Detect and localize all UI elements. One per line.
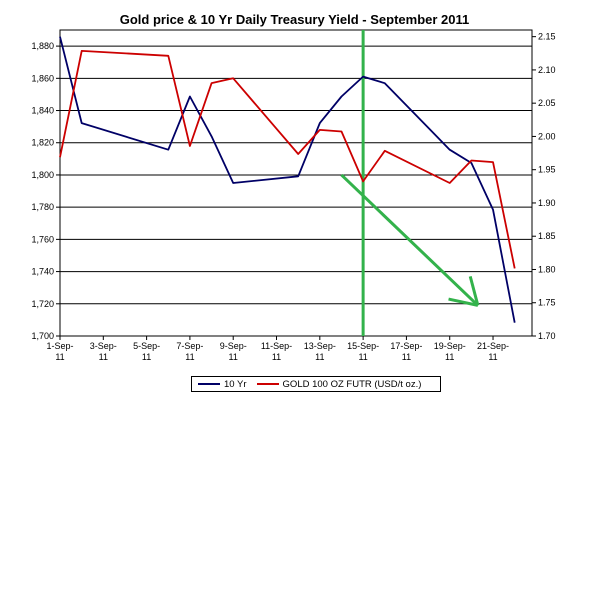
left-tick-label-4: 1,780 <box>31 202 54 212</box>
right-tick-label-6: 2.00 <box>538 131 556 141</box>
right-tick-label-8: 2.10 <box>538 65 556 75</box>
x-tick-label-10: 21-Sep-11 <box>477 341 509 362</box>
x-tick-label-1: 3-Sep-11 <box>90 341 117 362</box>
left-tick-label-8: 1,860 <box>31 73 54 83</box>
left-tick-label-1: 1,720 <box>31 299 54 309</box>
x-tick-label-5: 11-Sep-11 <box>261 341 292 362</box>
legend-item-10yr: 10 Yr <box>198 379 247 390</box>
annotation-arrowhead-lower <box>468 276 480 306</box>
series-line-10yr <box>59 36 516 323</box>
legend-label-10yr: 10 Yr <box>224 378 247 390</box>
left-tick-label-2: 1,740 <box>31 267 54 277</box>
x-tick-label-7: 15-Sep-11 <box>347 341 379 362</box>
left-tick-label-7: 1,840 <box>31 106 54 116</box>
right-tick-label-0: 1.70 <box>538 331 556 341</box>
left-tick-label-6: 1,820 <box>31 138 54 148</box>
chart-title: Gold price & 10 Yr Daily Treasury Yield … <box>119 12 470 27</box>
right-tick-label-9: 2.15 <box>538 32 556 42</box>
left-tick-label-0: 1,700 <box>31 331 54 341</box>
legend-swatch-gold <box>256 383 279 385</box>
x-tick-label-9: 19-Sep-11 <box>434 341 466 362</box>
right-tick-label-2: 1.80 <box>538 264 556 274</box>
right-tick-label-7: 2.05 <box>538 98 556 108</box>
x-tick-label-4: 9-Sep-11 <box>220 341 247 362</box>
right-tick-label-3: 1.85 <box>538 231 556 241</box>
series-line-gold <box>59 50 516 269</box>
x-tick-label-2: 5-Sep-11 <box>133 341 160 362</box>
left-tick-label-3: 1,760 <box>31 234 54 244</box>
left-tick-label-5: 1,800 <box>31 170 54 180</box>
right-tick-label-4: 1.90 <box>538 198 556 208</box>
x-tick-label-6: 13-Sep-11 <box>304 341 336 362</box>
x-tick-label-0: 1-Sep-11 <box>46 341 73 362</box>
left-tick-label-9: 1,880 <box>31 41 54 51</box>
x-tick-label-8: 17-Sep-11 <box>390 341 422 362</box>
legend-swatch-10yr <box>198 383 220 385</box>
legend-item-gold: GOLD 100 OZ FUTR (USD/t oz.) <box>256 378 422 390</box>
annotation-arrowhead-upper <box>448 297 479 307</box>
right-tick-label-1: 1.75 <box>538 298 556 308</box>
right-tick-label-5: 1.95 <box>538 165 556 175</box>
chart-legend: 10 Yr GOLD 100 OZ FUTR (USD/t oz.) <box>191 376 441 392</box>
legend-label-gold: GOLD 100 OZ FUTR (USD/t oz.) <box>282 378 422 390</box>
annotation-arrow-shaft <box>340 173 479 307</box>
x-tick-label-3: 7-Sep-11 <box>176 341 203 362</box>
plot-frame <box>59 29 533 337</box>
